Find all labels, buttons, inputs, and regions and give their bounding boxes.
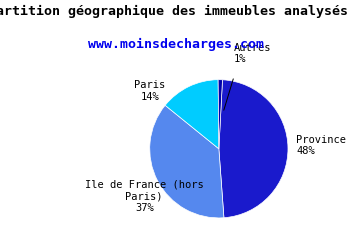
Text: Province
48%: Province 48% — [296, 135, 346, 156]
Text: www.moinsdecharges.com: www.moinsdecharges.com — [89, 38, 264, 51]
Text: Paris
14%: Paris 14% — [134, 80, 165, 102]
Wedge shape — [219, 80, 288, 218]
Wedge shape — [150, 105, 224, 218]
Text: Répartition géographique des immeubles analysés sur: Répartition géographique des immeubles a… — [0, 5, 353, 18]
Wedge shape — [218, 80, 222, 149]
Wedge shape — [165, 80, 219, 149]
Text: Ile de France (hors
Paris)
37%: Ile de France (hors Paris) 37% — [85, 180, 204, 213]
Text: Autres
1%: Autres 1% — [234, 43, 271, 65]
